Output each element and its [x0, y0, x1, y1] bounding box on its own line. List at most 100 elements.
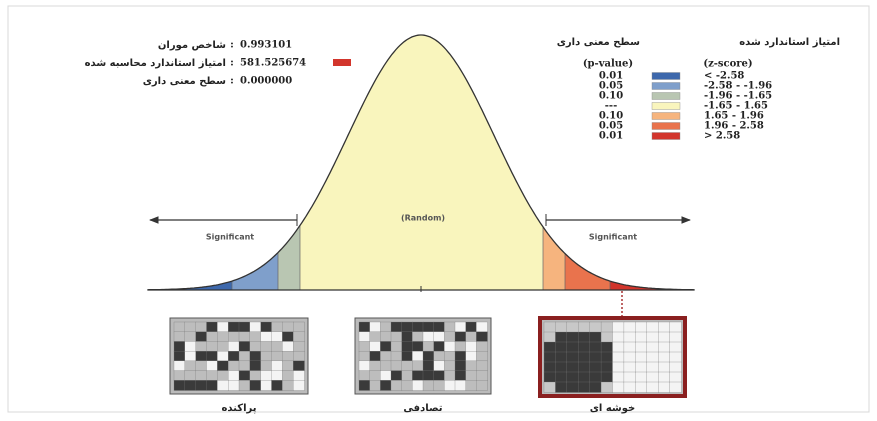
- map-cell: [293, 380, 305, 391]
- map-cell: [555, 351, 568, 363]
- map-cell: [412, 341, 424, 352]
- map-cell: [358, 370, 371, 381]
- map-cell: [543, 341, 557, 353]
- map-cell: [422, 380, 435, 391]
- map-cell: [401, 380, 413, 391]
- map-cell: [589, 321, 602, 333]
- map-cell: [422, 341, 435, 352]
- map-cell: [380, 331, 392, 343]
- map-cell: [260, 331, 273, 343]
- map-cell: [282, 380, 294, 391]
- map-cell: [612, 351, 625, 363]
- legend-z: 1.65 - 1.96: [704, 111, 764, 122]
- curve-region: [300, 35, 543, 290]
- map-cell: [444, 370, 456, 381]
- map-cell: [658, 321, 671, 333]
- legend-header: (z-score): [703, 59, 752, 70]
- map-cell: [635, 381, 648, 393]
- map-cell: [217, 360, 229, 372]
- map-cell: [566, 371, 579, 383]
- map-cell: [358, 321, 371, 333]
- map-cell: [238, 380, 251, 391]
- map-cell: [184, 341, 197, 352]
- map-cell: [658, 381, 671, 393]
- map-cell: [612, 331, 625, 343]
- legend-z: > 2.58: [704, 131, 740, 142]
- map-cell: [566, 341, 579, 353]
- map-cell: [206, 380, 218, 391]
- map-cell: [184, 321, 197, 333]
- map-cell: [249, 321, 262, 333]
- map-cell: [422, 331, 435, 343]
- map-cell: [635, 341, 648, 353]
- map-cell: [433, 380, 445, 391]
- map-cell: [412, 370, 424, 381]
- map-cell: [260, 341, 273, 352]
- map-cell: [646, 361, 659, 373]
- map-cell: [578, 351, 591, 363]
- curve-label: (Random): [401, 214, 445, 223]
- map-cell: [401, 341, 413, 352]
- map-cell: [476, 321, 488, 333]
- map-cell: [555, 381, 568, 393]
- legend-p: 0.10: [599, 91, 623, 102]
- map-cell: [623, 331, 636, 343]
- map-cell: [669, 371, 682, 383]
- map-cell: [195, 341, 208, 352]
- map-cell: [401, 350, 413, 362]
- map-cell: [454, 360, 467, 372]
- map-cell: [271, 331, 283, 343]
- map-cell: [271, 360, 283, 372]
- legend-p: 0.01: [599, 71, 623, 82]
- map-cell: [600, 341, 614, 353]
- map-cell: [422, 321, 435, 333]
- map-cell: [444, 331, 456, 343]
- map-cell: [635, 351, 648, 363]
- map-cell: [260, 321, 273, 333]
- map-cell: [380, 360, 392, 372]
- map-cell: [184, 350, 197, 362]
- map-cell: [600, 361, 614, 373]
- map-cell: [293, 341, 305, 352]
- map-cell: [454, 331, 467, 343]
- map-cell: [476, 380, 488, 391]
- map-cell: [646, 371, 659, 383]
- pattern-label: تصادفی: [403, 403, 442, 414]
- map-cell: [195, 350, 208, 362]
- pattern-label: خوشه ای: [590, 403, 635, 414]
- map-cell: [623, 341, 636, 353]
- map-cell: [173, 321, 186, 333]
- map-cell: [260, 380, 273, 391]
- map-cell: [206, 341, 218, 352]
- map-cell: [454, 321, 467, 333]
- map-cell: [635, 331, 648, 343]
- map-cell: [217, 331, 229, 343]
- map-cell: [454, 380, 467, 391]
- map-cell: [422, 350, 435, 362]
- map-cell: [566, 331, 579, 343]
- map-cell: [173, 360, 186, 372]
- map-cell: [271, 350, 283, 362]
- map-cell: [238, 370, 251, 381]
- map-cell: [578, 321, 591, 333]
- legend-header: (p-value): [583, 59, 633, 70]
- map-cell: [658, 351, 671, 363]
- map-cell: [454, 350, 467, 362]
- map-cell: [566, 381, 579, 393]
- map-cell: [358, 341, 371, 352]
- map-cell: [412, 360, 424, 372]
- map-cell: [369, 350, 381, 362]
- map-cell: [433, 350, 445, 362]
- map-cell: [433, 360, 445, 372]
- map-cell: [476, 341, 488, 352]
- map-cell: [465, 380, 477, 391]
- map-cell: [600, 381, 614, 393]
- map-cell: [433, 321, 445, 333]
- map-cell: [282, 331, 294, 343]
- map-cell: [555, 321, 568, 333]
- map-cell: [555, 371, 568, 383]
- map-cell: [465, 331, 477, 343]
- map-cell: [282, 341, 294, 352]
- map-cell: [623, 361, 636, 373]
- stat-label: سطح معنی داری: [143, 76, 226, 87]
